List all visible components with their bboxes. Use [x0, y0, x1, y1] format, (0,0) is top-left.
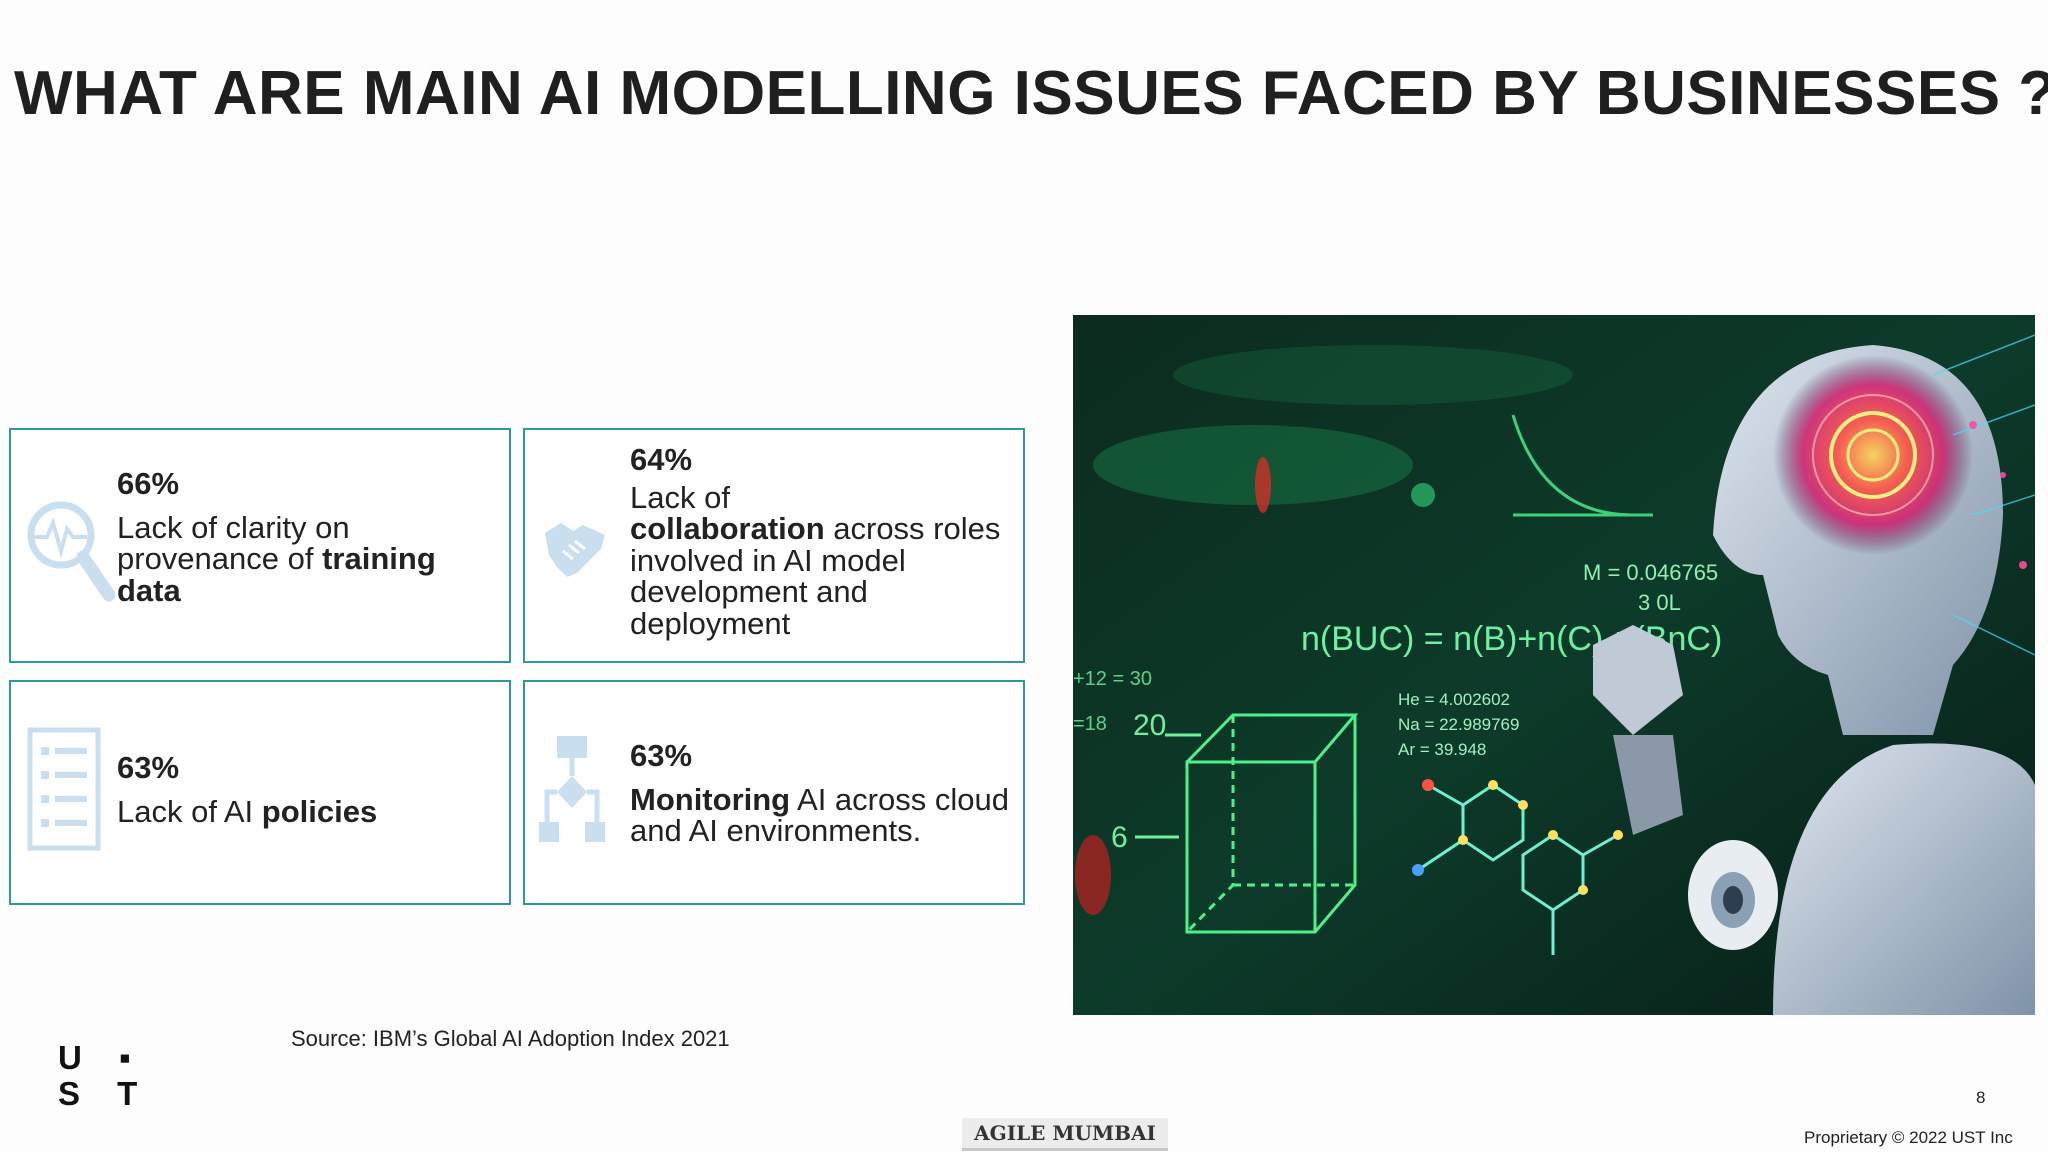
number-20-text: 20	[1133, 709, 1166, 742]
stat-card-training-data: 66% Lack of clarity on provenance of tra…	[9, 428, 511, 663]
ar-text: Ar = 39.948	[1398, 740, 1486, 759]
equation-text: +12 = 30	[1073, 668, 1152, 690]
stat-card-text: 63% Monitoring AI across cloud and AI en…	[630, 740, 1020, 847]
stat-description-rest: across roles involved in AI model develo…	[630, 511, 1001, 642]
stat-description: Lack of	[630, 479, 730, 515]
flowchart-icon	[539, 732, 607, 857]
checklist-icon	[27, 727, 103, 860]
handshake-icon	[543, 515, 607, 590]
agile-mumbai-watermark: AGILE MUMBAI	[962, 1118, 1168, 1151]
stat-highlight: collaboration	[630, 511, 825, 547]
stat-highlight: training data	[117, 541, 436, 608]
stat-highlight: policies	[261, 793, 378, 829]
stat-percent: 66%	[117, 466, 180, 501]
ust-logo: U ▪ S T	[58, 1039, 152, 1113]
eq18-text: =18	[1073, 713, 1107, 735]
volume-text: 3 0L	[1638, 590, 1681, 615]
he-text: He = 4.002602	[1398, 690, 1510, 709]
ai-robot-image: n(BUC) = n(B)+n(C)-n(BnC) M = 0.046765 3…	[1073, 315, 2035, 1015]
stat-card-policies: 63% Lack of AI policies	[9, 680, 511, 905]
stat-percent: 64%	[630, 442, 693, 477]
page-number: 8	[1976, 1088, 1986, 1107]
slide-title: WHAT ARE MAIN AI MODELLING ISSUES FACED …	[14, 59, 2048, 128]
logo-line-2: S T	[58, 1075, 152, 1113]
m-value-text: M = 0.046765	[1583, 560, 1718, 585]
stat-card-text: 66% Lack of clarity on provenance of tra…	[117, 468, 497, 606]
magnifier-pulse-icon	[25, 495, 116, 610]
stat-card-collaboration: 64% Lack of collaboration across roles i…	[523, 428, 1025, 663]
na-text: Na = 22.989769	[1398, 715, 1519, 734]
proprietary-notice: Proprietary © 2022 UST Inc	[1804, 1128, 2013, 1147]
stat-card-text: 63% Lack of AI policies	[117, 752, 497, 827]
logo-line-1: U ▪	[58, 1039, 145, 1076]
source-citation: Source: IBM’s Global AI Adoption Index 2…	[291, 1026, 730, 1051]
stat-card-monitoring: 63% Monitoring AI across cloud and AI en…	[523, 680, 1025, 905]
stat-highlight: Monitoring	[630, 781, 791, 817]
stat-percent: 63%	[117, 750, 180, 785]
stat-card-text: 64% Lack of collaboration across roles i…	[630, 444, 1020, 640]
stat-percent: 63%	[630, 738, 693, 773]
stat-description: Lack of clarity on provenance of	[117, 509, 350, 577]
stat-description: AI across cloud and AI environments.	[630, 781, 1009, 849]
stat-description: Lack of AI	[117, 793, 262, 829]
number-6-text: 6	[1111, 821, 1128, 854]
